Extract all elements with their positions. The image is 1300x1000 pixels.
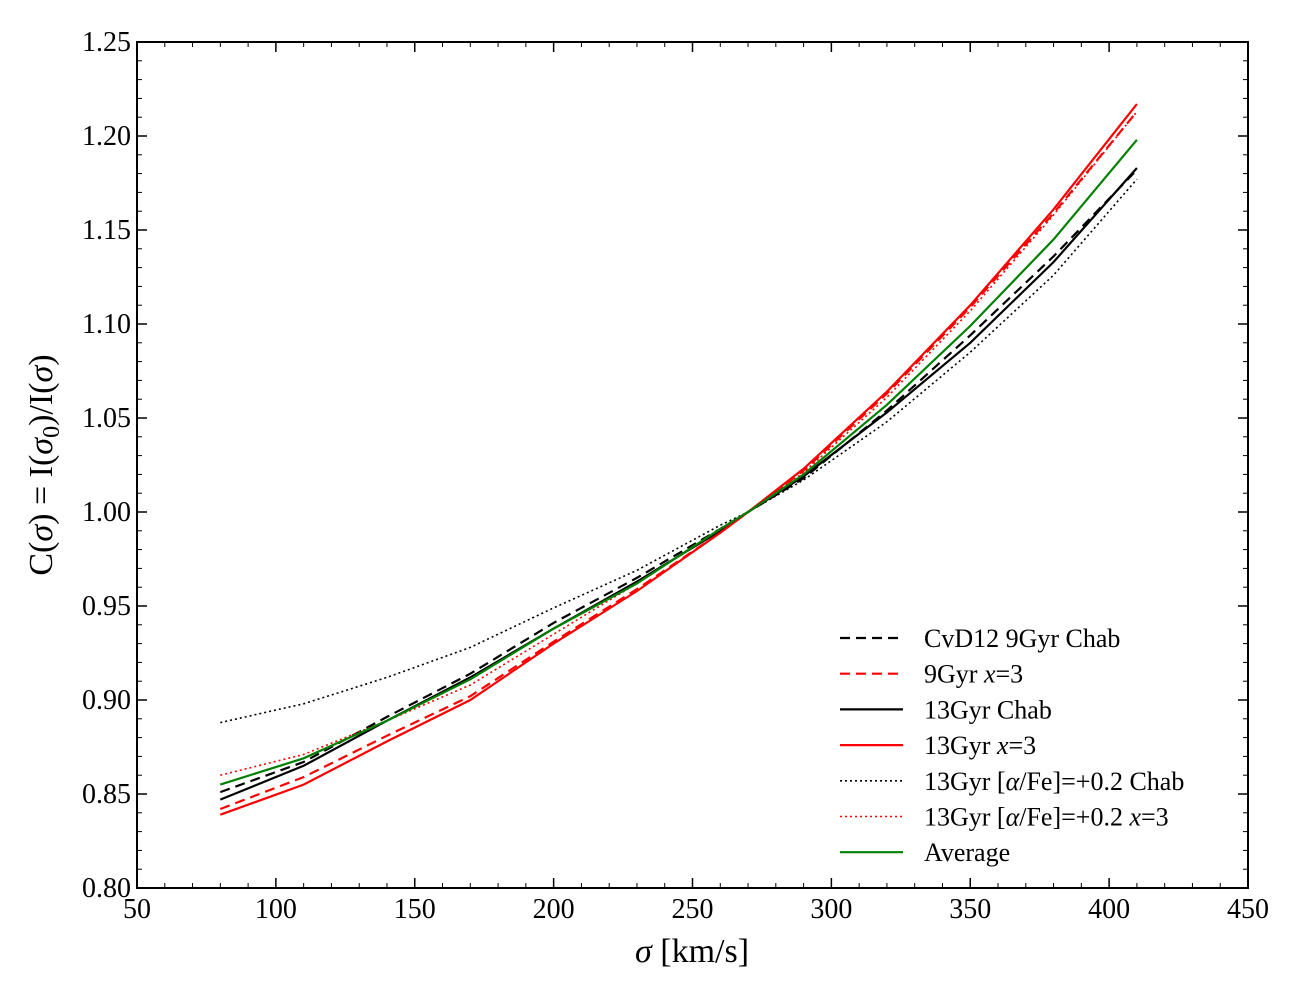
x-tick-label: 200 (533, 894, 575, 925)
x-tick-label: 50 (123, 894, 151, 925)
x-axis-tick-labels: 50 100 150 200 250 300 350 400 450 (123, 894, 1269, 925)
x-tick-label: 300 (810, 894, 852, 925)
plot-lines (219, 103, 1138, 816)
x-axis-ticks (136, 42, 1249, 888)
legend-label-4: 13Gyr x=3 (924, 731, 1036, 760)
series-line-2 (219, 110, 1138, 811)
legend-label-5: 13Gyr [α/Fe]=+0.2 Chab (924, 767, 1184, 796)
legend-label-1: CvD12 9Gyr Chab (924, 624, 1120, 653)
y-tick-label: 0.80 (82, 873, 131, 904)
legend-label-6: 13Gyr [α/Fe]=+0.2 x=3 (924, 803, 1169, 832)
y-tick-label: 1.00 (82, 497, 131, 528)
x-tick-label: 350 (949, 894, 991, 925)
x-axis-label: σ [km/s] (635, 933, 749, 970)
y-axis-label: C(σ) = I(σ0)/I(σ) (23, 354, 65, 575)
legend: CvD12 9Gyr Chab 9Gyr x=3 13Gyr Chab 13Gyr x… (840, 624, 1184, 867)
y-axis-tick-labels: 0.80 0.85 0.90 0.95 1.00 1.05 1.10 1.15 1.20 1.25 (82, 27, 131, 904)
y-tick-label: 1.10 (82, 309, 131, 340)
x-tick-label: 400 (1088, 894, 1130, 925)
legend-label-2: 9Gyr x=3 (924, 660, 1023, 689)
y-tick-label: 0.85 (82, 779, 131, 810)
y-axis-ticks (137, 41, 1248, 889)
series-line-4 (219, 103, 1138, 816)
x-tick-label: 150 (394, 894, 436, 925)
y-tick-label: 1.15 (82, 215, 131, 246)
y-tick-label: 0.95 (82, 591, 131, 622)
series-line-7 (219, 139, 1138, 786)
x-tick-label: 100 (255, 894, 297, 925)
legend-label-7: Average (924, 838, 1010, 867)
x-tick-label: 250 (672, 894, 714, 925)
y-tick-label: 1.05 (82, 403, 131, 434)
legend-label-3: 13Gyr Chab (924, 695, 1052, 724)
x-tick-label: 450 (1227, 894, 1269, 925)
y-tick-label: 0.90 (82, 685, 131, 716)
y-tick-label: 1.20 (82, 121, 131, 152)
y-tick-label: 1.25 (82, 27, 131, 58)
